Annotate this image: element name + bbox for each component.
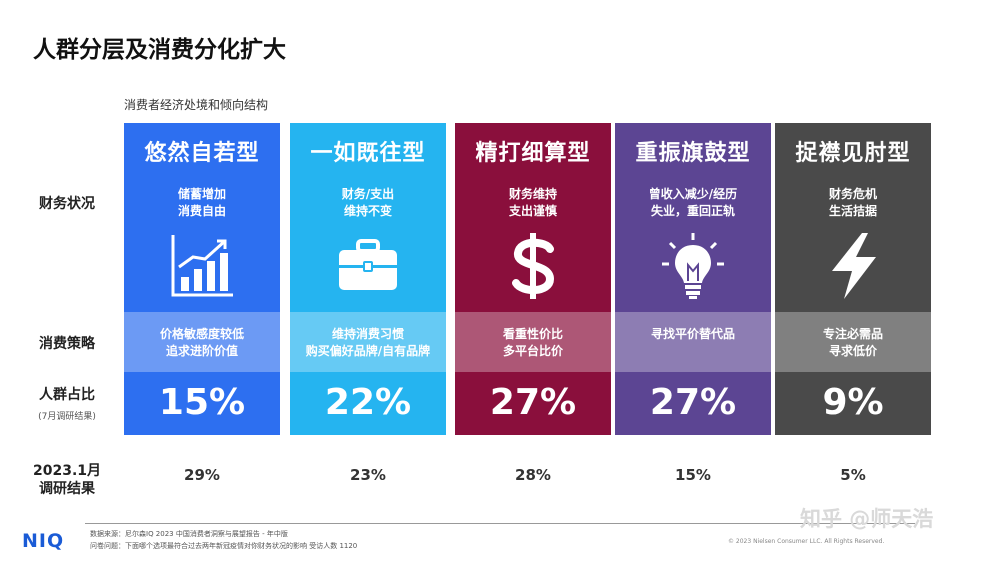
segment-strategy-line1: 寻找平价替代品 [650,327,735,341]
segment-strategy-line1: 维持消费习惯 [331,327,404,341]
segment-strategy: 价格敏感度较低 追求进阶价值 [124,326,280,360]
survey-value: 15% [675,466,711,484]
briefcase-icon [339,239,397,290]
segment-finance: 储蓄增加 消费自由 [124,186,280,220]
survey-value: 5% [840,466,866,484]
segment-name: 一如既往型 [310,141,426,166]
segment-card-1: 悠然自若型 储蓄增加 消费自由 价格敏感度较低 追求进阶价值 15% [124,123,280,435]
segment-finance: 财务危机 生活拮据 [775,186,931,220]
question-note: 问卷问题：下面哪个选项最符合过去两年新冠疫情对你财务状况的影响 受访人数 112… [90,542,358,550]
segment-finance: 财务/支出 维持不变 [290,186,446,220]
segment-card-5: 捉襟见肘型 财务危机 生活拮据 专注必需品 寻求低价 9% [775,123,931,435]
bar-chart-icon [171,235,233,297]
survey-value: 29% [184,466,220,484]
segment-finance: 财务维持 支出谨慎 [455,186,611,220]
segment-finance-line2: 消费自由 [177,204,226,218]
strategy-band [124,312,280,372]
row-label-finance: 财务状况 [39,196,95,212]
strategy-band [455,312,611,372]
segment-finance-line1: 财务危机 [828,187,877,201]
segment-finance: 曾收入减少/经历 失业，重回正轨 [615,186,771,220]
row-label-survey-line1: 2023.1月 [32,463,102,479]
segment-share: 22% [324,382,412,423]
strategy-band [290,312,446,372]
segment-name: 精打细算型 [475,141,591,166]
segment-strategy-line2: 寻求低价 [828,344,877,358]
segment-finance-line1: 财务维持 [508,187,557,201]
survey-value: 23% [350,466,386,484]
page-title: 人群分层及消费分化扩大 [33,37,286,63]
segment-share: 27% [489,382,577,423]
segment-finance-line2: 失业，重回正轨 [650,204,735,218]
lightning-icon [832,233,876,299]
segment-finance-line2: 支出谨慎 [508,204,557,218]
segment-share: 27% [649,382,737,423]
segment-finance-line1: 财务/支出 [341,187,395,201]
segment-finance-line2: 维持不变 [343,204,392,218]
segment-strategy-line1: 价格敏感度较低 [159,327,244,341]
segment-strategy: 寻找平价替代品 [615,326,771,343]
lightbulb-icon [662,233,724,299]
segment-finance-line2: 生活拮据 [828,204,877,218]
niq-logo: NIQ [22,530,65,552]
row-label-strategy: 消费策略 [39,336,95,352]
segment-card-4: 重振旗鼓型 曾收入减少/经历 失业，重回正轨 寻找平价替代品 27% [615,123,771,435]
segment-strategy: 看重性价比 多平台比价 [455,326,611,360]
segment-share: 15% [158,382,246,423]
watermark: 知乎 @师天浩 [800,507,934,531]
segment-strategy: 维持消费习惯 购买偏好品牌/自有品牌 [290,326,446,360]
segment-finance-line1: 曾收入减少/经历 [648,187,738,201]
strategy-band [615,312,771,372]
segment-name: 捉襟见肘型 [795,141,911,166]
row-label-survey-line2: 调研结果 [39,481,95,497]
segment-card-3: 精打细算型 财务维持 支出谨慎 看重性价比 多平台比价 27% [455,123,611,435]
segment-name: 悠然自若型 [144,141,260,166]
segment-share: 9% [822,382,884,423]
row-label-share: 人群占比 [39,387,95,403]
page-subtitle: 消费者经济处境和倾向结构 [124,98,269,112]
segment-strategy-line2: 多平台比价 [502,344,563,358]
segment-strategy-line1: 看重性价比 [502,327,563,341]
source-note: 数据来源：尼尔森IQ 2023 中国消费者洞察与展望报告 - 年中版 [90,530,288,538]
strategy-band [775,312,931,372]
segment-strategy: 专注必需品 寻求低价 [775,326,931,360]
copyright-text: © 2023 Nielsen Consumer LLC. All Rights … [728,538,885,545]
segment-strategy-line2: 追求进阶价值 [165,344,238,358]
segment-card-2: 一如既往型 财务/支出 维持不变 维持消费习惯 购买偏好品牌/自有品牌 22% [290,123,446,435]
row-label-survey: 2023.1月 调研结果 [22,462,112,498]
segment-finance-line1: 储蓄增加 [177,187,226,201]
row-label-share-note: (7月调研结果) [38,412,96,422]
segment-name: 重振旗鼓型 [635,141,751,166]
survey-value: 28% [515,466,551,484]
segment-strategy-line1: 专注必需品 [822,327,883,341]
segment-strategy-line2: 购买偏好品牌/自有品牌 [305,344,431,358]
footer-divider [85,523,915,524]
dollar-icon [512,233,555,299]
